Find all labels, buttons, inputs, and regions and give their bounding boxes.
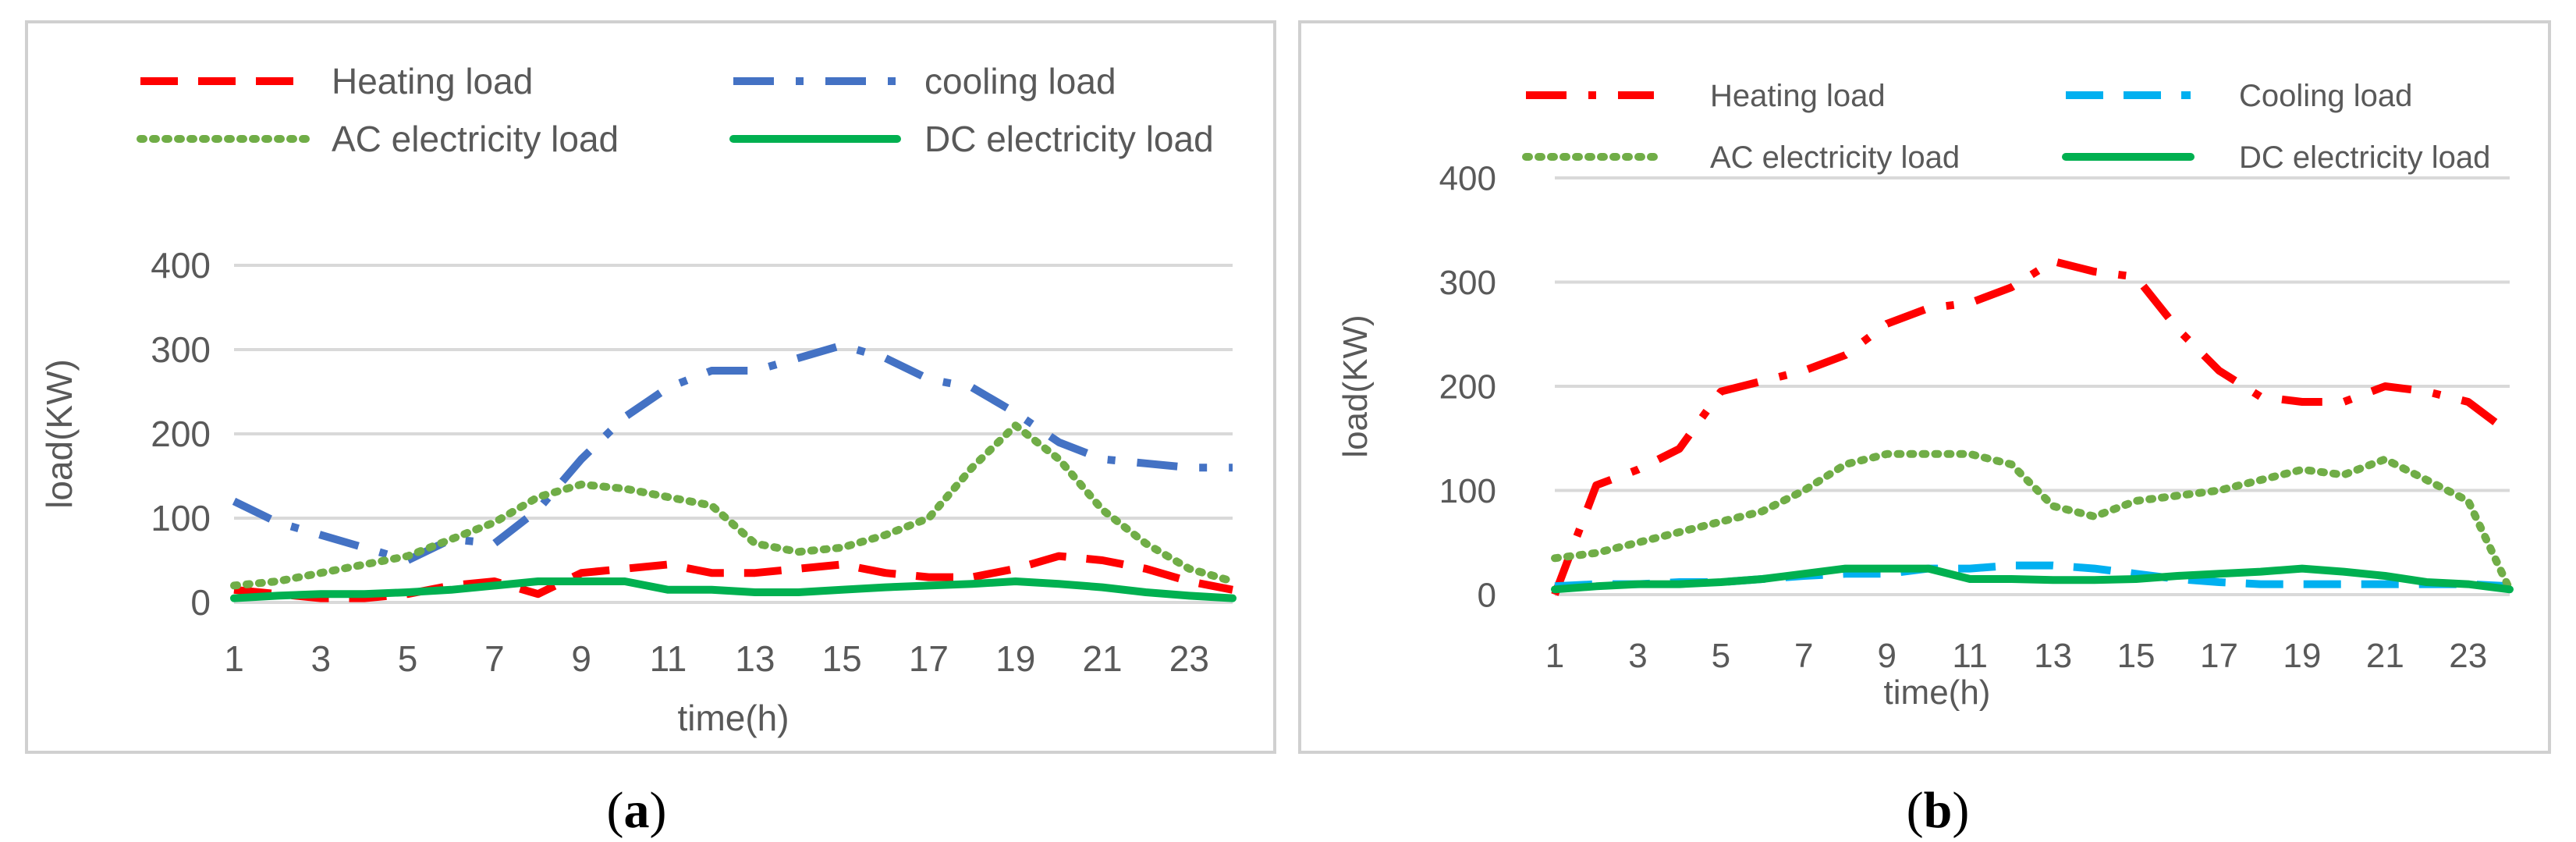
y-tick-label: 200 [151, 414, 211, 454]
x-axis-label: time(h) [1884, 673, 1991, 712]
y-tick-label: 0 [190, 582, 211, 623]
panel-label-letter: b [1924, 782, 1953, 839]
legend-label-heating-load: Heating load [1710, 79, 1886, 113]
y-tick-label: 0 [1478, 576, 1496, 614]
series-line-ac-electricity-load [230, 421, 1237, 590]
x-tick-label: 9 [571, 638, 591, 679]
x-tick-label: 3 [311, 638, 332, 679]
panel-label-close-paren: ) [1952, 782, 1969, 839]
x-tick-label: 21 [1082, 638, 1122, 679]
x-tick-label: 7 [1794, 637, 1813, 675]
x-tick-label: 11 [650, 638, 687, 679]
y-tick-label: 400 [151, 245, 211, 286]
x-tick-label: 21 [2366, 637, 2404, 675]
legend-label-heating-load: Heating load [332, 61, 533, 101]
x-tick-label: 5 [1712, 637, 1730, 675]
panel-label-open-paren: ( [607, 782, 624, 839]
y-tick-label: 100 [151, 498, 211, 538]
panel-label-close-paren: ) [650, 782, 667, 839]
y-tick-label: 300 [1439, 264, 1496, 302]
series-line-heating-load [1551, 257, 2513, 596]
y-axis-label: load(KW) [1336, 314, 1375, 457]
panel-label-letter: a [624, 782, 650, 839]
y-tick-label: 100 [1439, 472, 1496, 510]
legend-label-ac-electricity-load: AC electricity load [1710, 140, 1960, 175]
x-tick-label: 23 [2449, 637, 2487, 675]
x-tick-label: 1 [1545, 637, 1564, 675]
x-tick-label: 1 [224, 638, 244, 679]
legend-label-dc-electricity-load: DC electricity load [2239, 140, 2490, 175]
series-line-ac-electricity-load [1551, 449, 2514, 594]
chart-frame [25, 20, 1276, 754]
x-tick-label: 19 [2283, 637, 2321, 675]
legend-label-cooling-load: cooling load [924, 61, 1116, 101]
x-tick-label: 17 [2200, 637, 2238, 675]
panel-label: (b) [1907, 782, 1970, 839]
y-axis-label: load(KW) [39, 359, 80, 509]
panel-label-open-paren: ( [1907, 782, 1924, 839]
x-tick-label: 19 [995, 638, 1035, 679]
x-tick-label: 13 [735, 638, 775, 679]
series-line-dc-electricity-load [230, 577, 1237, 602]
series-line-dc-electricity-load [1551, 564, 2514, 594]
legend-label-cooling-load: Cooling load [2239, 79, 2412, 113]
legend-label-dc-electricity-load: DC electricity load [924, 119, 1214, 159]
x-tick-label: 9 [1877, 637, 1896, 675]
y-tick-label: 200 [1439, 368, 1496, 406]
x-tick-label: 7 [484, 638, 505, 679]
legend-label-ac-electricity-load: AC electricity load [332, 119, 619, 159]
x-tick-label: 11 [1952, 637, 1988, 675]
x-tick-label: 5 [398, 638, 418, 679]
series-line-cooling-load [1554, 561, 2510, 591]
y-tick-label: 300 [151, 329, 211, 370]
x-tick-label: 17 [909, 638, 949, 679]
x-axis-label: time(h) [677, 698, 789, 738]
x-tick-label: 3 [1628, 637, 1647, 675]
x-tick-label: 15 [2117, 637, 2156, 675]
y-tick-label: 400 [1439, 159, 1496, 197]
x-tick-label: 13 [2034, 637, 2072, 675]
panel-label: (a) [607, 782, 667, 839]
x-tick-label: 23 [1169, 638, 1209, 679]
series-line-cooling-load [232, 341, 1233, 564]
x-tick-label: 15 [822, 638, 862, 679]
